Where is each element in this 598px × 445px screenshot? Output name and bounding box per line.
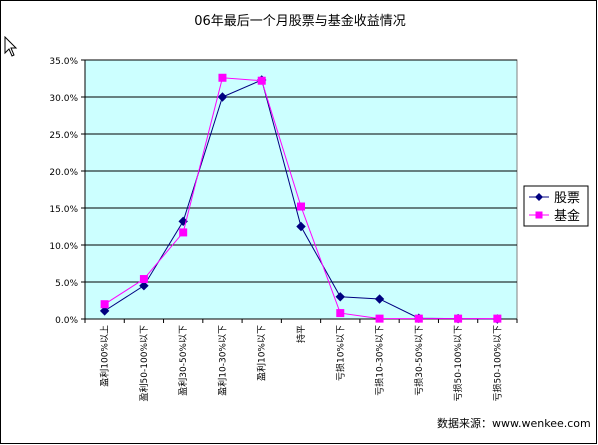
legend-box <box>523 185 589 227</box>
x-tick-label: 亏损10-30%以下 <box>374 325 386 396</box>
data-point <box>374 294 385 304</box>
y-tick-label: 20.0% <box>49 168 78 178</box>
data-point <box>139 280 149 291</box>
data-point <box>335 292 345 302</box>
mouse-pointer-icon <box>4 36 18 57</box>
data-point <box>100 300 109 309</box>
data-point <box>257 76 266 85</box>
x-tick-label: 盈利10-30%以下 <box>216 325 228 396</box>
legend-marker <box>535 211 543 219</box>
data-point <box>336 309 345 318</box>
x-tick-label: 盈利10%以下 <box>256 325 268 381</box>
y-tick-label: 10.0% <box>49 242 78 252</box>
data-point <box>99 306 110 316</box>
legend-label: 股票 <box>554 191 580 206</box>
x-tick-label: 盈利50-100%以下 <box>138 325 150 401</box>
x-tick-label: 亏损10%以下 <box>334 325 346 381</box>
data-point <box>296 221 306 232</box>
y-tick-label: 25.0% <box>49 131 78 141</box>
data-point <box>217 92 228 102</box>
x-tick-label: 亏损50-100%以下 <box>491 325 503 401</box>
plot-layer: 0.0% 5.0% 10.0% 15.0% 20.0% 25.0% 30.0% 35.0% 盈利… <box>49 57 518 401</box>
y-tick-label: 15.0% <box>49 205 78 215</box>
data-point <box>493 314 502 323</box>
y-tick-label: 35.0% <box>49 57 78 67</box>
x-tick-label: 盈利30-50%以下 <box>177 325 189 396</box>
data-point <box>414 314 423 323</box>
chart-title: 06年最后一个月股票与基金收益情况 <box>194 13 406 29</box>
data-point <box>297 202 305 211</box>
x-tick-label: 亏损30-50%以下 <box>413 325 425 396</box>
x-tick-label: 亏损50-100%以下 <box>452 325 464 401</box>
data-point <box>179 228 188 237</box>
legend-marker <box>535 193 543 201</box>
x-tick-label: 盈利100%以上 <box>99 325 111 387</box>
y-tick-label: 30.0% <box>49 94 78 104</box>
y-tick-label: 0.0% <box>55 316 78 326</box>
data-point <box>375 314 384 323</box>
data-point <box>139 275 148 284</box>
data-point <box>218 73 227 82</box>
y-tick-label: 5.0% <box>55 279 78 289</box>
legend-label: 基金 <box>554 208 580 224</box>
plot-background <box>84 59 518 320</box>
x-tick-label: 持平 <box>295 325 307 343</box>
data-point <box>454 314 463 323</box>
source-note: 数据来源：www.wenkee.com <box>437 416 591 430</box>
